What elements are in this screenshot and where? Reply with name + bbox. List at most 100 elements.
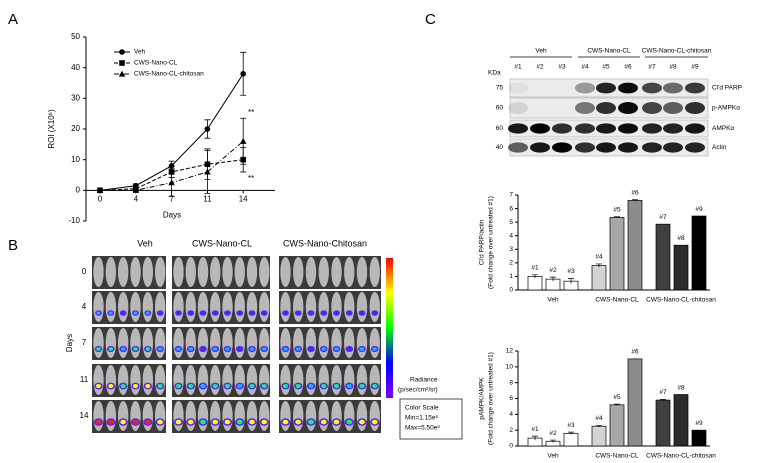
- marker: [204, 168, 211, 175]
- band: [596, 102, 616, 114]
- x-tick-label: 0: [98, 194, 103, 203]
- mouse: [117, 292, 129, 322]
- signal: [359, 383, 365, 389]
- row-axis-label: Days: [65, 334, 74, 352]
- signal: [96, 347, 101, 351]
- image-cell: [92, 400, 166, 433]
- mouse: [117, 401, 129, 431]
- bar: [655, 399, 671, 447]
- bar-label: #9: [695, 206, 703, 213]
- lane-label: #5: [602, 64, 610, 71]
- mouse: [280, 292, 291, 322]
- legend-label: CWS-Nano-CL-chitosan: [134, 71, 204, 78]
- mouse: [222, 401, 233, 431]
- signal: [250, 311, 254, 315]
- mouse: [210, 365, 221, 395]
- error-bar: [550, 276, 556, 282]
- y-axis-label: ROI (X10⁶): [47, 109, 56, 149]
- signal: [120, 419, 126, 425]
- y-tick-label: 10: [71, 155, 80, 164]
- legend-label: CWS-Nano-CL: [134, 60, 178, 67]
- band: [663, 102, 683, 114]
- y-axis-label: (Fold change over untreated #1): [488, 352, 495, 445]
- y-tick-label: 30: [71, 93, 80, 102]
- mouse: [331, 257, 342, 287]
- mouse: [197, 328, 209, 358]
- bar: [627, 200, 643, 291]
- x-tick-label: 14: [239, 194, 248, 203]
- band: [508, 123, 528, 134]
- y-tick-label: 4: [509, 411, 513, 418]
- y-tick-label: 4: [509, 232, 513, 239]
- column-label: CWS-Nano-CL: [192, 238, 252, 248]
- group-label: CWS-Nano-CL-chitosan: [646, 453, 716, 460]
- mouse: [117, 365, 129, 395]
- mouse: [185, 328, 196, 358]
- bar: [527, 276, 543, 291]
- signal: [176, 311, 181, 315]
- y-tick-label: 7: [509, 192, 513, 199]
- signal: [224, 419, 231, 425]
- x-tick-label: 11: [203, 194, 212, 203]
- signal: [360, 311, 364, 315]
- band: [685, 82, 705, 94]
- column-label: Veh: [137, 238, 153, 248]
- mouse: [344, 328, 355, 358]
- image-cell: [92, 364, 166, 397]
- y-tick-label: 2: [509, 427, 513, 434]
- signal: [261, 419, 268, 425]
- signal: [346, 419, 353, 425]
- mouse: [356, 257, 368, 287]
- signal: [334, 347, 339, 351]
- y-axis-label: Cl'd PARP/actin: [479, 219, 486, 265]
- signal: [108, 383, 114, 389]
- signal: [371, 419, 378, 425]
- mouse: [117, 328, 129, 358]
- mouse: [246, 257, 258, 287]
- mouse: [246, 365, 258, 395]
- bar-label: #5: [613, 394, 621, 401]
- mouse: [293, 401, 304, 431]
- signal: [145, 311, 150, 315]
- signal: [320, 419, 327, 425]
- signal: [359, 419, 365, 425]
- signal: [188, 347, 193, 351]
- band: [663, 82, 683, 94]
- y-tick-label: 5: [509, 219, 513, 226]
- mouse: [305, 365, 317, 395]
- signal: [261, 383, 267, 389]
- signal: [283, 383, 288, 389]
- marker: [119, 49, 125, 55]
- y-tick-label: 40: [71, 63, 80, 72]
- mouse: [117, 257, 129, 287]
- signal: [176, 383, 181, 389]
- mouse: [331, 401, 342, 431]
- mouse: [318, 328, 329, 358]
- band: [618, 102, 638, 114]
- signal: [200, 383, 206, 389]
- y-tick-label: 0: [509, 443, 513, 450]
- blot-group-label: CWS-Nano-CL: [587, 48, 631, 55]
- panel-label: C: [425, 11, 436, 28]
- mouse: [305, 328, 317, 358]
- mouse: [185, 365, 196, 395]
- bar: [591, 425, 607, 447]
- signal: [96, 311, 101, 315]
- signal: [133, 311, 138, 315]
- band: [685, 142, 705, 153]
- mouse: [210, 292, 221, 322]
- row-label: 7: [82, 338, 87, 347]
- signal: [225, 383, 230, 389]
- band: [618, 142, 638, 153]
- signal: [237, 383, 243, 389]
- y-tick-label: 12: [506, 348, 514, 355]
- mouse: [356, 401, 368, 431]
- mouse: [222, 292, 233, 322]
- bar-label: #7: [659, 389, 667, 396]
- kda-value: 60: [496, 105, 504, 112]
- bar: [691, 215, 707, 291]
- signal: [225, 347, 230, 351]
- mouse: [105, 365, 117, 395]
- bar: [609, 217, 625, 291]
- signal: [187, 419, 194, 425]
